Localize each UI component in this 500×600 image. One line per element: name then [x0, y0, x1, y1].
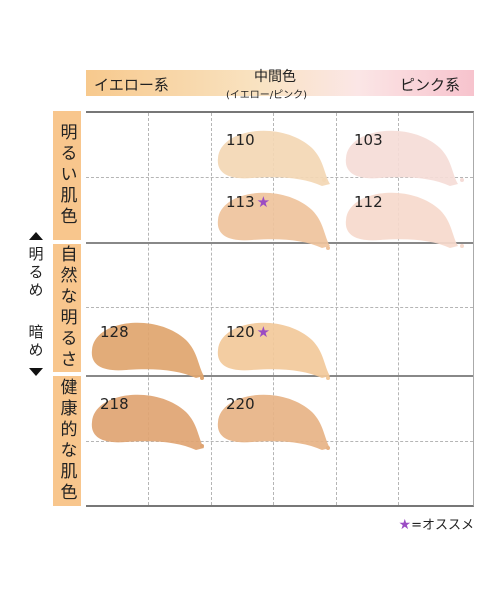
row-label-healthy: 健康的な肌色	[53, 376, 81, 506]
smear-shape	[91, 394, 204, 450]
brightness-scale: 明るめ 暗め	[22, 232, 50, 388]
shade-code: 120 ★	[226, 323, 271, 341]
row-divider	[86, 242, 473, 244]
shade-code: 110	[226, 131, 255, 149]
grid-line	[86, 441, 473, 442]
shade-code: 112	[354, 193, 383, 211]
shade-code: 218	[100, 395, 129, 413]
smear-dot	[460, 244, 464, 248]
swatch-smear	[345, 130, 464, 186]
smear-dot	[460, 178, 464, 182]
swatch-smear	[217, 130, 330, 186]
smear-shape	[217, 192, 330, 248]
arrow-up-icon	[29, 232, 43, 240]
grid-line	[398, 113, 399, 505]
shade-grid	[86, 111, 474, 507]
swatch-smear	[217, 322, 330, 380]
grid-line	[336, 113, 337, 505]
grid-line	[86, 307, 473, 308]
smear-shape	[345, 130, 458, 186]
row-label-bright: 明るい肌色	[53, 111, 81, 240]
smear-dot	[326, 376, 330, 380]
smear-shape	[217, 394, 330, 450]
swatch-smear	[91, 322, 204, 380]
smear-dot	[200, 444, 204, 448]
shade-code: 113 ★	[226, 193, 271, 211]
legend-text: =オススメ	[411, 518, 474, 533]
yellow-tone-label: イエロー系	[94, 76, 169, 94]
row-label-text: 明るい肌色	[56, 123, 77, 228]
swatch-smear	[217, 192, 330, 250]
smear-shape	[217, 322, 330, 378]
smear-dot	[322, 178, 326, 182]
darker-label: 暗め	[26, 324, 45, 360]
grid-line	[273, 113, 274, 505]
recommended-star-icon: ★	[256, 193, 271, 211]
smear-shape	[217, 130, 330, 186]
row-divider	[86, 375, 473, 377]
brighter-label: 明るめ	[26, 246, 45, 300]
pink-tone-label: ピンク系	[400, 76, 461, 94]
recommended-star-icon: ★	[256, 323, 271, 341]
smear-shape	[345, 192, 458, 248]
row-label-text: 健康的な肌色	[56, 378, 77, 504]
middle-tone-title: 中間色	[254, 69, 296, 85]
grid-line	[211, 113, 212, 505]
smear-dot	[326, 446, 330, 450]
shade-code: 103	[354, 131, 383, 149]
smear-shape	[91, 322, 204, 378]
swatch-smear	[217, 394, 330, 450]
swatch-smear	[345, 192, 464, 248]
arrow-down-icon	[29, 368, 43, 376]
middle-tone-subtitle: (イエロー/ピンク)	[226, 90, 308, 101]
smear-dot	[200, 376, 204, 380]
smear-dot	[326, 246, 330, 250]
grid-line	[148, 113, 149, 505]
shade-code: 128	[100, 323, 129, 341]
recommended-legend: ★=オススメ	[397, 514, 474, 533]
shade-code: 220	[226, 395, 255, 413]
grid-line	[86, 177, 473, 178]
swatch-smear	[91, 394, 204, 450]
row-label-text: 自然な明るさ	[56, 245, 77, 371]
color-tone-gradient-bar	[86, 70, 474, 96]
row-label-natural: 自然な明るさ	[53, 244, 81, 372]
star-icon: ★	[398, 517, 412, 533]
